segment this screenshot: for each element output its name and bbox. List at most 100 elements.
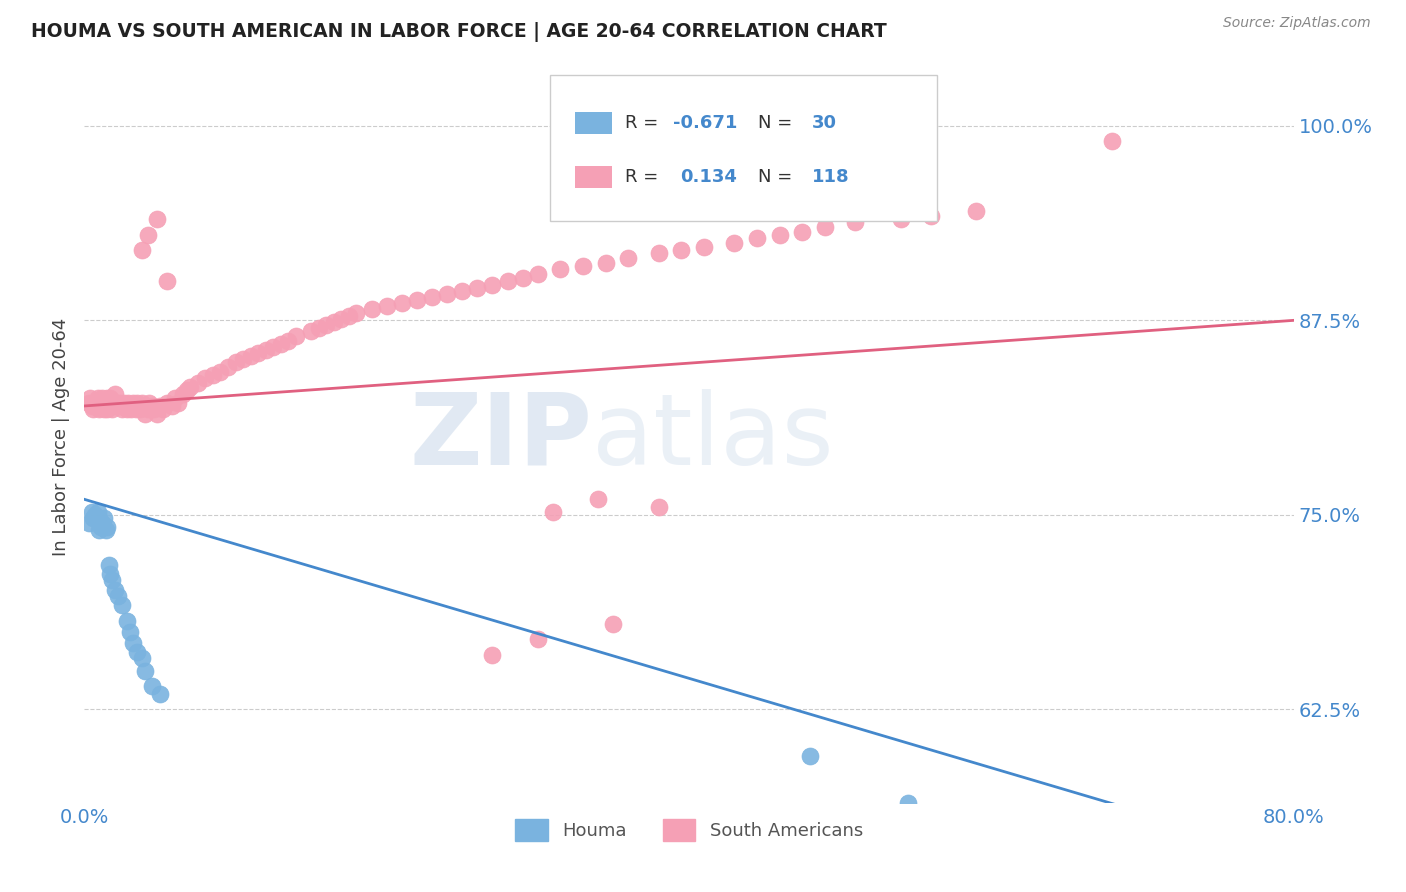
Point [100,574,122,588]
Text: 30: 30 [813,113,838,131]
Point [277,334,299,348]
Point [87,505,110,519]
Point [131,651,153,665]
Point [149,687,172,701]
Point [602,616,624,631]
Point [96,520,118,534]
Point [165,391,187,405]
Point [160,399,183,413]
Point [94,399,117,413]
Point [225,355,247,369]
Point [89,511,111,525]
Text: R =: R = [624,169,669,186]
Point [97,396,120,410]
Point [89,402,111,417]
Text: HOUMA VS SOUTH AMERICAN IN LABOR FORCE | AGE 20-64 CORRELATION CHART: HOUMA VS SOUTH AMERICAN IN LABOR FORCE |… [31,22,887,42]
Text: Source: ZipAtlas.com: Source: ZipAtlas.com [1223,16,1371,30]
Point [723,235,745,250]
Point [90,396,112,410]
Point [128,399,150,413]
Point [77,396,100,410]
Point [138,396,160,410]
Point [104,582,127,597]
Point [127,645,149,659]
Point [375,299,398,313]
Point [115,614,138,628]
Point [209,365,232,379]
Point [156,275,179,289]
FancyBboxPatch shape [575,167,612,188]
Point [127,396,149,410]
Text: 118: 118 [813,169,849,186]
Point [391,296,413,310]
Point [89,396,111,410]
Text: R =: R = [624,113,664,131]
Text: N =: N = [758,169,797,186]
Y-axis label: In Labor Force | Age 20-64: In Labor Force | Age 20-64 [52,318,70,557]
Point [512,271,534,285]
Text: -0.671: -0.671 [673,113,738,131]
Point [146,407,169,421]
Point [965,819,987,833]
Point [89,524,111,538]
Point [115,402,138,417]
Point [97,558,120,572]
Point [897,796,920,810]
Text: atlas: atlas [592,389,834,485]
Point [118,624,141,639]
Point [122,399,145,413]
Point [108,396,131,410]
Point [105,396,128,410]
Point [125,402,148,417]
Point [141,399,163,413]
Point [285,329,308,343]
Point [91,516,114,530]
Point [176,384,198,398]
Point [131,396,153,410]
Point [94,524,117,538]
Point [1101,135,1123,149]
Point [346,305,368,319]
Point [179,380,201,394]
Point [451,284,474,298]
Point [496,275,519,289]
Point [406,293,429,307]
Point [121,635,143,649]
Point [96,402,118,417]
Point [187,376,209,390]
FancyBboxPatch shape [575,112,612,134]
Point [86,399,108,413]
Point [527,632,550,647]
Point [80,399,103,413]
Point [98,391,121,405]
Point [254,343,277,357]
Point [588,492,610,507]
Point [541,505,564,519]
Point [436,286,458,301]
Point [91,399,114,413]
Point [194,371,217,385]
Point [80,505,103,519]
Point [87,391,110,405]
Point [217,359,239,374]
Point [965,204,987,219]
Point [131,244,153,258]
Point [100,402,122,417]
Point [112,396,135,410]
Point [93,396,115,410]
Point [890,212,912,227]
Point [330,311,353,326]
Point [769,227,792,242]
Point [572,259,595,273]
FancyBboxPatch shape [550,75,936,221]
Text: ZIP: ZIP [409,389,592,485]
Point [110,399,132,413]
Text: N =: N = [758,113,797,131]
Point [792,225,814,239]
Point [167,396,190,410]
Point [156,396,179,410]
Point [693,240,716,254]
Point [481,648,503,662]
Point [82,511,104,525]
Point [107,589,129,603]
